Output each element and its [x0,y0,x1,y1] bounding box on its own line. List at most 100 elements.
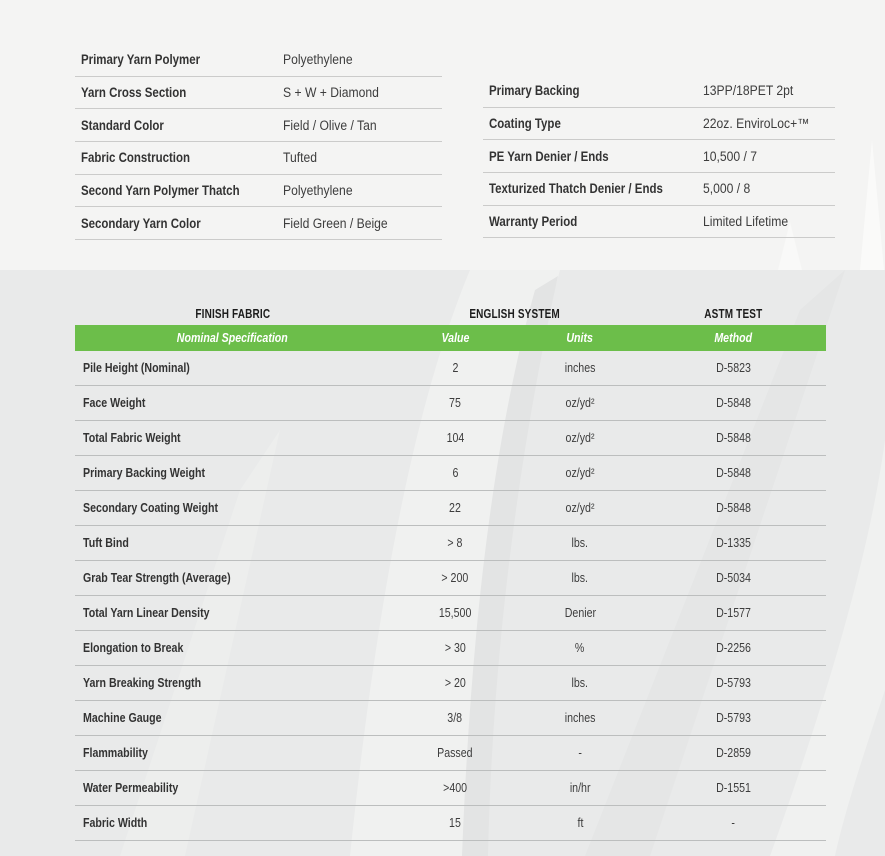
spec-label: Primary Backing [489,83,580,99]
row-spec-name: Fabric Width [83,816,148,830]
spec-value: Polyethylene [283,52,353,68]
row-units: inches [564,361,596,375]
spec-row: Yarn Cross Section S + W + Diamond [75,77,442,110]
table-row: Grab Tear Strength (Average) > 200 lbs. … [75,561,826,596]
row-spec-name: Grab Tear Strength (Average) [83,571,231,585]
finish-fabric-table: FINISH FABRIC ENGLISH SYSTEM ASTM TEST N… [75,303,826,841]
row-value: 2 [452,361,458,375]
table-row: Flammability Passed - D-2859 [75,736,826,771]
row-spec-name: Pile Height (Nominal) [83,361,190,375]
spec-value: Limited Lifetime [703,214,789,230]
row-spec-name: Machine Gauge [83,711,162,725]
column-header-method: Method [714,331,752,345]
row-spec-name: Total Fabric Weight [83,431,181,445]
row-value: 15 [449,816,461,830]
row-method: D-5848 [715,396,751,410]
row-method: D-1551 [715,781,751,795]
row-units: inches [564,711,596,725]
spec-label: Second Yarn Polymer Thatch [81,183,240,199]
spec-value: 5,000 / 8 [703,181,751,197]
column-header-value: Value [441,331,469,345]
spec-row: Coating Type 22oz. EnviroLoc+™ [483,108,835,141]
table-row: Machine Gauge 3/8 inches D-5793 [75,701,826,736]
table-row: Elongation to Break > 30 % D-2256 [75,631,826,666]
row-spec-name: Water Permeability [83,781,179,795]
spec-value: Tufted [283,150,318,166]
spec-row: Standard Color Field / Olive / Tan [75,109,442,143]
spec-label: Primary Yarn Polymer [81,52,201,68]
row-value: 15,500 [438,606,472,620]
spec-label: Standard Color [81,117,164,133]
table-row: Primary Backing Weight 6 oz/yd² D-5848 [75,456,826,491]
table-row: Total Fabric Weight 104 oz/yd² D-5848 [75,421,826,456]
row-units: - [578,746,582,760]
spec-label: Texturized Thatch Denier / Ends [489,181,663,197]
spec-label: Fabric Construction [81,150,191,166]
row-units: Denier [564,606,596,620]
spec-value: Polyethylene [283,183,353,199]
row-method: D-5848 [715,431,751,445]
spec-row: Primary Yarn Polymer Polyethylene [75,44,442,77]
row-method: D-1577 [715,606,751,620]
spec-label: Warranty Period [489,214,578,230]
row-spec-name: Face Weight [83,396,146,410]
spec-row: PE Yarn Denier / Ends 10,500 / 7 [483,140,835,174]
row-method: D-2859 [715,746,751,760]
spec-label: Yarn Cross Section [81,85,187,101]
row-method: D-2256 [715,641,751,655]
table-row: Secondary Coating Weight 22 oz/yd² D-584… [75,491,826,526]
row-method: D-5793 [715,711,751,725]
table-row: Pile Height (Nominal) 2 inches D-5823 [75,351,826,386]
row-units: % [575,641,585,655]
spec-row: Texturized Thatch Denier / Ends 5,000 / … [483,173,835,206]
row-units: lbs. [571,536,589,550]
row-method: D-5848 [715,466,751,480]
spec-row: Warranty Period Limited Lifetime [483,206,835,239]
table-header-bar: Nominal Specification Value Units Method [75,325,826,351]
row-units: oz/yd² [565,396,595,410]
row-method: D-5793 [715,676,751,690]
row-units: oz/yd² [565,466,595,480]
row-units: in/hr [569,781,591,795]
row-spec-name: Total Yarn Linear Density [83,606,210,620]
row-value: Passed [437,746,473,760]
row-spec-name: Flammability [83,746,148,760]
row-units: ft [577,816,583,830]
table-row: Face Weight 75 oz/yd² D-5848 [75,386,826,421]
row-method: D-5823 [715,361,751,375]
column-header-units: Units [566,331,594,345]
column-group-english-system: ENGLISH SYSTEM [469,307,561,321]
spec-value: Field Green / Beige [283,215,388,231]
general-specs-table-right: Primary Backing 13PP/18PET 2pt Coating T… [483,75,835,239]
spec-value: 13PP/18PET 2pt [703,83,794,99]
row-value: > 30 [444,641,466,655]
row-value: 75 [449,396,461,410]
row-value: 22 [449,501,461,515]
spec-value: 10,500 / 7 [703,148,758,164]
spec-label: Coating Type [489,116,561,132]
spec-value: S + W + Diamond [283,85,379,101]
table-row: Total Yarn Linear Density 15,500 Denier … [75,596,826,631]
spec-row: Second Yarn Polymer Thatch Polyethylene [75,175,442,208]
row-method: D-5034 [715,571,751,585]
spec-value: Field / Olive / Tan [283,117,377,133]
row-spec-name: Tuft Bind [83,536,129,550]
row-value: 6 [452,466,458,480]
row-value: 104 [446,431,464,445]
table-body: Pile Height (Nominal) 2 inches D-5823 Fa… [75,351,826,841]
row-spec-name: Secondary Coating Weight [83,501,219,515]
spec-label: Secondary Yarn Color [81,215,201,231]
bottom-section: FINISH FABRIC ENGLISH SYSTEM ASTM TEST N… [0,270,885,856]
row-value: >400 [443,781,467,795]
table-row: Tuft Bind > 8 lbs. D-1335 [75,526,826,561]
column-group-finish-fabric: FINISH FABRIC [195,307,270,321]
row-method: D-5848 [715,501,751,515]
table-row: Yarn Breaking Strength > 20 lbs. D-5793 [75,666,826,701]
row-spec-name: Elongation to Break [83,641,184,655]
spec-row: Primary Backing 13PP/18PET 2pt [483,75,835,108]
spec-value: 22oz. EnviroLoc+™ [703,116,810,132]
table-row: Water Permeability >400 in/hr D-1551 [75,771,826,806]
table-group-header-row: FINISH FABRIC ENGLISH SYSTEM ASTM TEST [75,303,826,325]
row-value: > 8 [447,536,463,550]
